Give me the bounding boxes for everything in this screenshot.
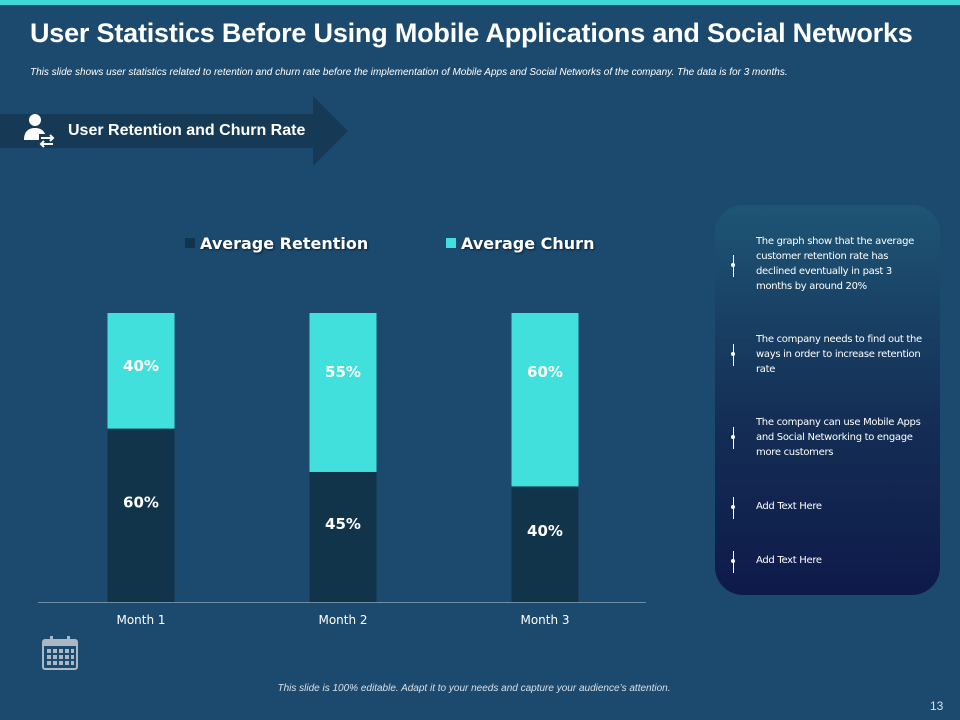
legend-item-retention: Average Retention [185,234,368,253]
data-label-churn-2: 55% [325,363,361,381]
pin-marker-icon [731,344,735,366]
legend-label-churn: Average Churn [461,234,595,253]
user-sync-icon [22,112,56,148]
legend-swatch-churn [446,238,456,248]
x-tick-label-3: Month 3 [520,613,569,627]
legend-swatch-retention [185,238,195,248]
note-3: The company can use Mobile Apps and Soci… [756,417,921,458]
bar-churn-3 [511,313,579,487]
data-label-retention-3: 40% [527,522,563,540]
bar-churn-1 [107,313,175,429]
footer-note: This slide is 100% editable. Adapt it to… [277,683,671,694]
x-tick-label-1: Month 1 [116,613,165,627]
bar-retention-2 [309,471,377,602]
bar-retention-1 [107,428,175,602]
section-banner [0,96,350,166]
bar-retention-3 [511,486,579,602]
data-label-churn-1: 40% [123,357,159,375]
data-label-retention-2: 45% [325,515,361,533]
page-number: 13 [930,699,944,713]
note-5: Add Text Here [756,555,822,566]
top-accent-strip [0,0,960,5]
note-1: The graph show that the average customer… [756,236,914,292]
legend-label-retention: Average Retention [200,234,369,253]
data-label-retention-1: 60% [123,493,159,511]
calendar-icon [42,636,78,675]
pin-marker-icon [731,497,735,519]
page-subtitle: This slide shows user statistics related… [30,67,788,78]
stacked-bar-chart: 60% 40% Month 1 45% 55% Month 2 40% 60% Month 3 [38,313,646,627]
pin-marker-icon [731,255,735,277]
legend-item-churn: Average Churn [446,234,594,253]
notes-panel: The graph show that the average customer… [715,205,940,595]
note-4: Add Text Here [756,501,822,512]
section-label: User Retention and Churn Rate [68,122,306,139]
pin-marker-icon [731,427,735,449]
pin-marker-icon [731,551,735,573]
bar-churn-2 [309,313,377,472]
x-tick-label-2: Month 2 [318,613,367,627]
note-2: The company needs to find out the ways i… [756,334,922,375]
page-title: User Statistics Before Using Mobile Appl… [30,18,913,48]
data-label-churn-3: 60% [527,363,563,381]
